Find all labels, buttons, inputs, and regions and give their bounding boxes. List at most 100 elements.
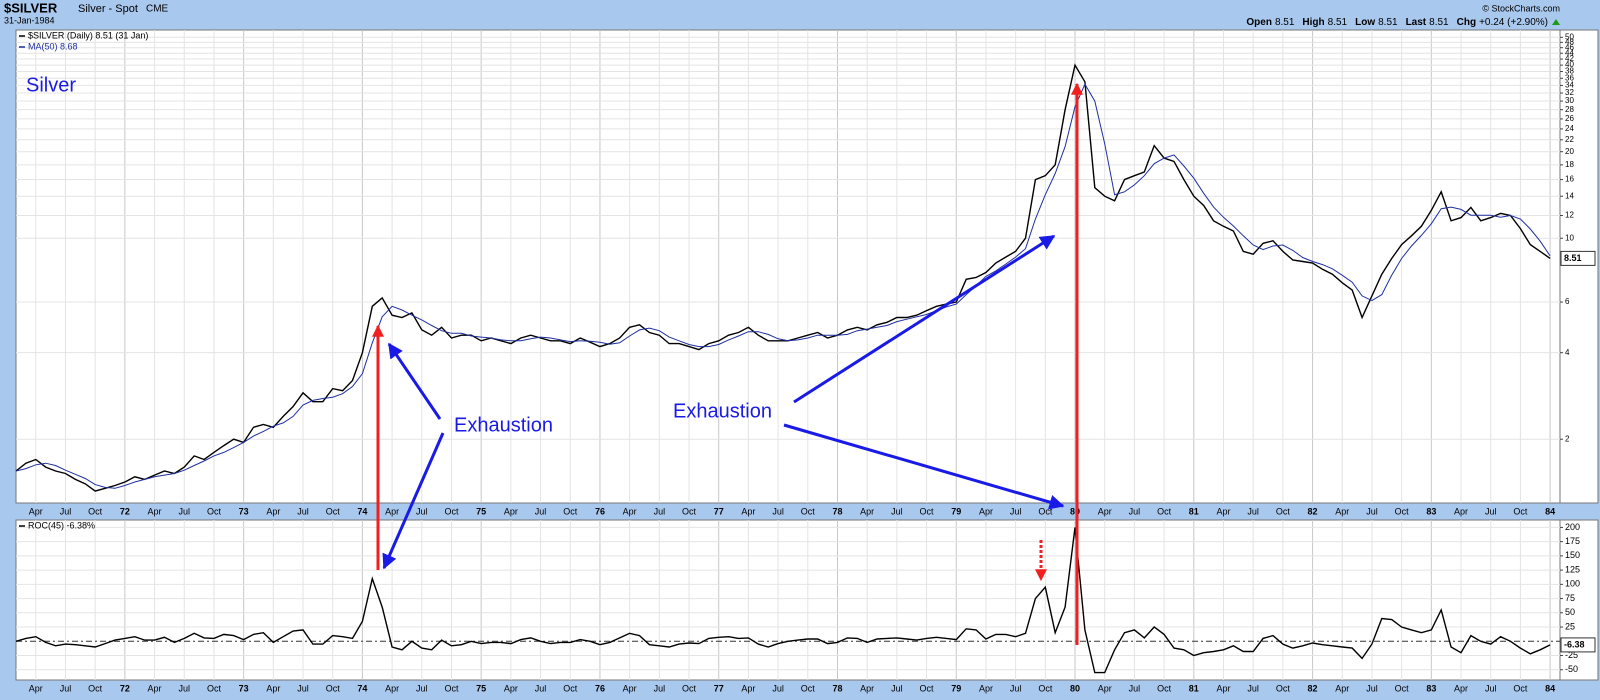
x-tick-label: Oct bbox=[563, 683, 578, 693]
x-tick-label: Jul bbox=[1485, 506, 1497, 516]
y-tick-label: 16 bbox=[1565, 175, 1574, 184]
x-tick-label: Oct bbox=[1276, 506, 1291, 516]
quote-label: High bbox=[1302, 17, 1324, 28]
x-tick-label: 73 bbox=[239, 506, 249, 516]
x-tick-label: Oct bbox=[1513, 506, 1528, 516]
x-tick-label: Apr bbox=[623, 683, 637, 693]
x-tick-label: Jul bbox=[1129, 683, 1141, 693]
y-tick-label: 100 bbox=[1565, 579, 1580, 589]
x-tick-label: Apr bbox=[266, 683, 280, 693]
y-tick-label: 46 bbox=[1565, 43, 1574, 52]
arrow bbox=[382, 432, 445, 570]
y-tick-label: 14 bbox=[1565, 191, 1574, 200]
x-tick-label: Oct bbox=[207, 506, 222, 516]
x-tick-label: 77 bbox=[714, 683, 724, 693]
x-tick-label: Apr bbox=[1454, 506, 1468, 516]
x-tick-label: Oct bbox=[444, 506, 459, 516]
x-tick-label: Oct bbox=[1157, 683, 1172, 693]
x-tick-label: Oct bbox=[1157, 506, 1172, 516]
symbol: $SILVER bbox=[4, 0, 58, 15]
x-tick-label: Apr bbox=[385, 506, 399, 516]
x-tick-label: Apr bbox=[29, 683, 43, 693]
legend-label: MA(50) 8.68 bbox=[28, 41, 78, 51]
x-tick-label: Oct bbox=[563, 506, 578, 516]
x-tick-label: Jul bbox=[60, 683, 72, 693]
x-tick-label: Oct bbox=[682, 683, 697, 693]
copyright: © StockCharts.com bbox=[1482, 3, 1560, 13]
x-tick-label: Oct bbox=[1276, 683, 1291, 693]
x-tick-label: Apr bbox=[29, 506, 43, 516]
last-value-label: -6.38 bbox=[1564, 639, 1585, 649]
x-tick-label: Apr bbox=[504, 506, 518, 516]
x-tick-label: Jul bbox=[60, 506, 72, 516]
last-value-box bbox=[1560, 637, 1596, 653]
x-tick-label: Jul bbox=[1485, 683, 1497, 693]
y-tick-label: 200 bbox=[1565, 522, 1580, 532]
x-tick-label: 81 bbox=[1189, 683, 1199, 693]
quote-label: Open bbox=[1246, 17, 1272, 28]
last-value-label: 8.51 bbox=[1564, 253, 1582, 263]
x-tick-label: 81 bbox=[1189, 506, 1199, 516]
y-tick-label: 32 bbox=[1565, 88, 1574, 97]
x-tick-label: Apr bbox=[148, 683, 162, 693]
y-tick-label: 42 bbox=[1565, 54, 1574, 63]
x-tick-label: Jul bbox=[297, 683, 309, 693]
x-tick-label: Apr bbox=[385, 683, 399, 693]
x-tick-label: 72 bbox=[120, 506, 130, 516]
x-tick-label: Jul bbox=[891, 506, 903, 516]
x-tick-label: Jul bbox=[1247, 683, 1259, 693]
y-tick-label: 26 bbox=[1565, 114, 1574, 123]
x-tick-label: Apr bbox=[504, 683, 518, 693]
x-tick-label: Oct bbox=[801, 506, 816, 516]
y-tick-label: 38 bbox=[1565, 67, 1574, 76]
x-tick-label: 79 bbox=[951, 506, 961, 516]
y-tick-label: 125 bbox=[1565, 564, 1580, 574]
series-line bbox=[15, 527, 1551, 674]
x-tick-label: 80 bbox=[1070, 506, 1080, 516]
last-value-box bbox=[1560, 250, 1596, 266]
x-tick-label: Apr bbox=[266, 506, 280, 516]
x-tick-label: Jul bbox=[1247, 506, 1259, 516]
x-tick-label: Apr bbox=[1454, 683, 1468, 693]
x-tick-label: 83 bbox=[1426, 506, 1436, 516]
x-tick-label: Oct bbox=[1513, 683, 1528, 693]
exchange: CME bbox=[146, 4, 169, 15]
x-tick-label: 80 bbox=[1070, 683, 1080, 693]
x-tick-label: 75 bbox=[476, 683, 486, 693]
y-tick-label: 6 bbox=[1565, 297, 1570, 306]
x-tick-label: Oct bbox=[801, 683, 816, 693]
x-tick-label: 75 bbox=[476, 506, 486, 516]
x-tick-label: Oct bbox=[88, 506, 103, 516]
quote-value: +0.24 (+2.90%) bbox=[1479, 17, 1548, 28]
x-tick-label: Jul bbox=[1129, 506, 1141, 516]
x-tick-label: 83 bbox=[1426, 683, 1436, 693]
x-tick-label: Jul bbox=[535, 683, 547, 693]
x-tick-label: Jul bbox=[772, 683, 784, 693]
series-line bbox=[15, 83, 1551, 489]
quote-value: 8.51 bbox=[1328, 17, 1348, 28]
x-tick-label: 84 bbox=[1545, 506, 1555, 516]
quote-label: Low bbox=[1355, 17, 1375, 28]
y-tick-label: 4 bbox=[1565, 348, 1570, 357]
x-tick-label: Apr bbox=[741, 506, 755, 516]
price-axis-panel bbox=[1559, 29, 1599, 504]
x-tick-label: Apr bbox=[1098, 683, 1112, 693]
x-tick-label: Jul bbox=[535, 506, 547, 516]
x-tick-label: Apr bbox=[1216, 506, 1230, 516]
quote-label: Last bbox=[1406, 17, 1427, 28]
x-tick-label: Jul bbox=[1010, 506, 1022, 516]
x-tick-label: Oct bbox=[920, 683, 935, 693]
y-tick-label: 28 bbox=[1565, 105, 1574, 114]
y-tick-label: 150 bbox=[1565, 550, 1580, 560]
y-tick-label: -25 bbox=[1565, 650, 1578, 660]
x-tick-label: 82 bbox=[1308, 683, 1318, 693]
x-tick-label: Apr bbox=[860, 506, 874, 516]
x-tick-label: Jul bbox=[178, 683, 190, 693]
y-tick-label: 44 bbox=[1565, 48, 1574, 57]
x-tick-label: Oct bbox=[920, 506, 935, 516]
y-tick-label: 30 bbox=[1565, 96, 1574, 105]
x-tick-label: Jul bbox=[178, 506, 190, 516]
x-tick-label: Jul bbox=[891, 683, 903, 693]
x-tick-label: Jul bbox=[654, 683, 666, 693]
